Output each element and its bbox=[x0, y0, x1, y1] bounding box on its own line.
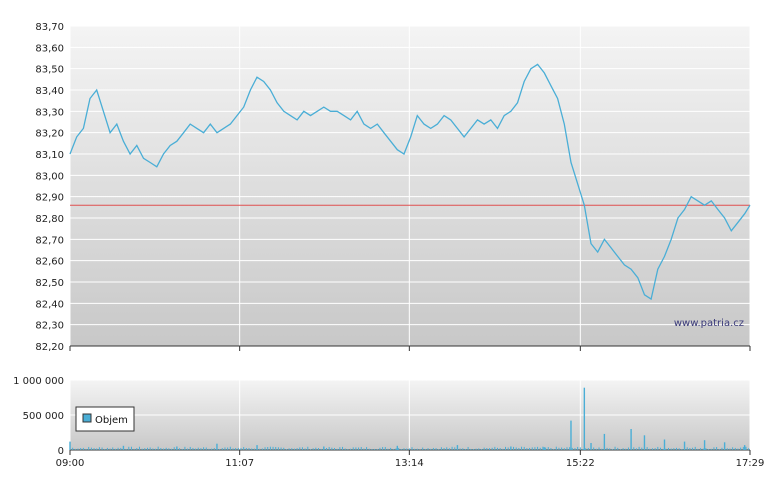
legend-label: Objem bbox=[95, 415, 128, 426]
time-tick-label: 15:22 bbox=[566, 458, 595, 469]
price-y-tick-label: 82,80 bbox=[35, 214, 64, 225]
price-y-tick-label: 83,60 bbox=[35, 43, 64, 54]
price-y-tick-label: 82,90 bbox=[35, 193, 64, 204]
price-y-tick-label: 83,40 bbox=[35, 86, 64, 97]
price-y-tick-label: 82,30 bbox=[35, 321, 64, 332]
volume-y-tick-label: 1 000 000 bbox=[13, 376, 64, 387]
price-plot-background bbox=[70, 26, 750, 346]
price-y-tick-label: 82,20 bbox=[35, 342, 64, 353]
price-panel: 83,70 83,60 83,50 83,40 83,30 83,20 83,10 83,00… bbox=[35, 22, 751, 353]
price-y-tick-label: 83,20 bbox=[35, 129, 64, 140]
price-y-tick-label: 83,70 bbox=[35, 22, 64, 33]
price-y-tick-label: 82,70 bbox=[35, 235, 64, 246]
price-y-axis: 83,70 83,60 83,50 83,40 83,30 83,20 83,10 83,00… bbox=[35, 22, 64, 353]
volume-y-tick-label: 0 bbox=[58, 446, 64, 457]
volume-bars bbox=[69, 387, 750, 450]
watermark-text: www.patria.cz bbox=[674, 318, 744, 329]
price-y-tick-label: 82,60 bbox=[35, 257, 64, 268]
price-y-tick-label: 83,00 bbox=[35, 171, 64, 182]
time-axis: 09:00 11:07 13:14 15:22 17:29 bbox=[56, 458, 765, 469]
price-y-tick-label: 83,50 bbox=[35, 65, 64, 76]
price-y-tick-label: 83,30 bbox=[35, 107, 64, 118]
price-y-tick-label: 83,10 bbox=[35, 150, 64, 161]
time-tick-label: 09:00 bbox=[56, 458, 85, 469]
price-y-tick-label: 82,40 bbox=[35, 299, 64, 310]
volume-panel: 1 000 000 500 000 0 Objem bbox=[13, 376, 751, 457]
price-series-line bbox=[69, 63, 751, 301]
volume-y-axis: 1 000 000 500 000 0 bbox=[13, 376, 64, 457]
time-tick-label: 13:14 bbox=[395, 458, 424, 469]
legend: Objem bbox=[75, 406, 135, 432]
legend-swatch-icon bbox=[82, 413, 92, 423]
price-y-tick-label: 82,50 bbox=[35, 278, 64, 289]
time-tick-label: 11:07 bbox=[225, 458, 254, 469]
time-tick-label: 17:29 bbox=[736, 458, 765, 469]
volume-y-tick-label: 500 000 bbox=[23, 411, 64, 422]
